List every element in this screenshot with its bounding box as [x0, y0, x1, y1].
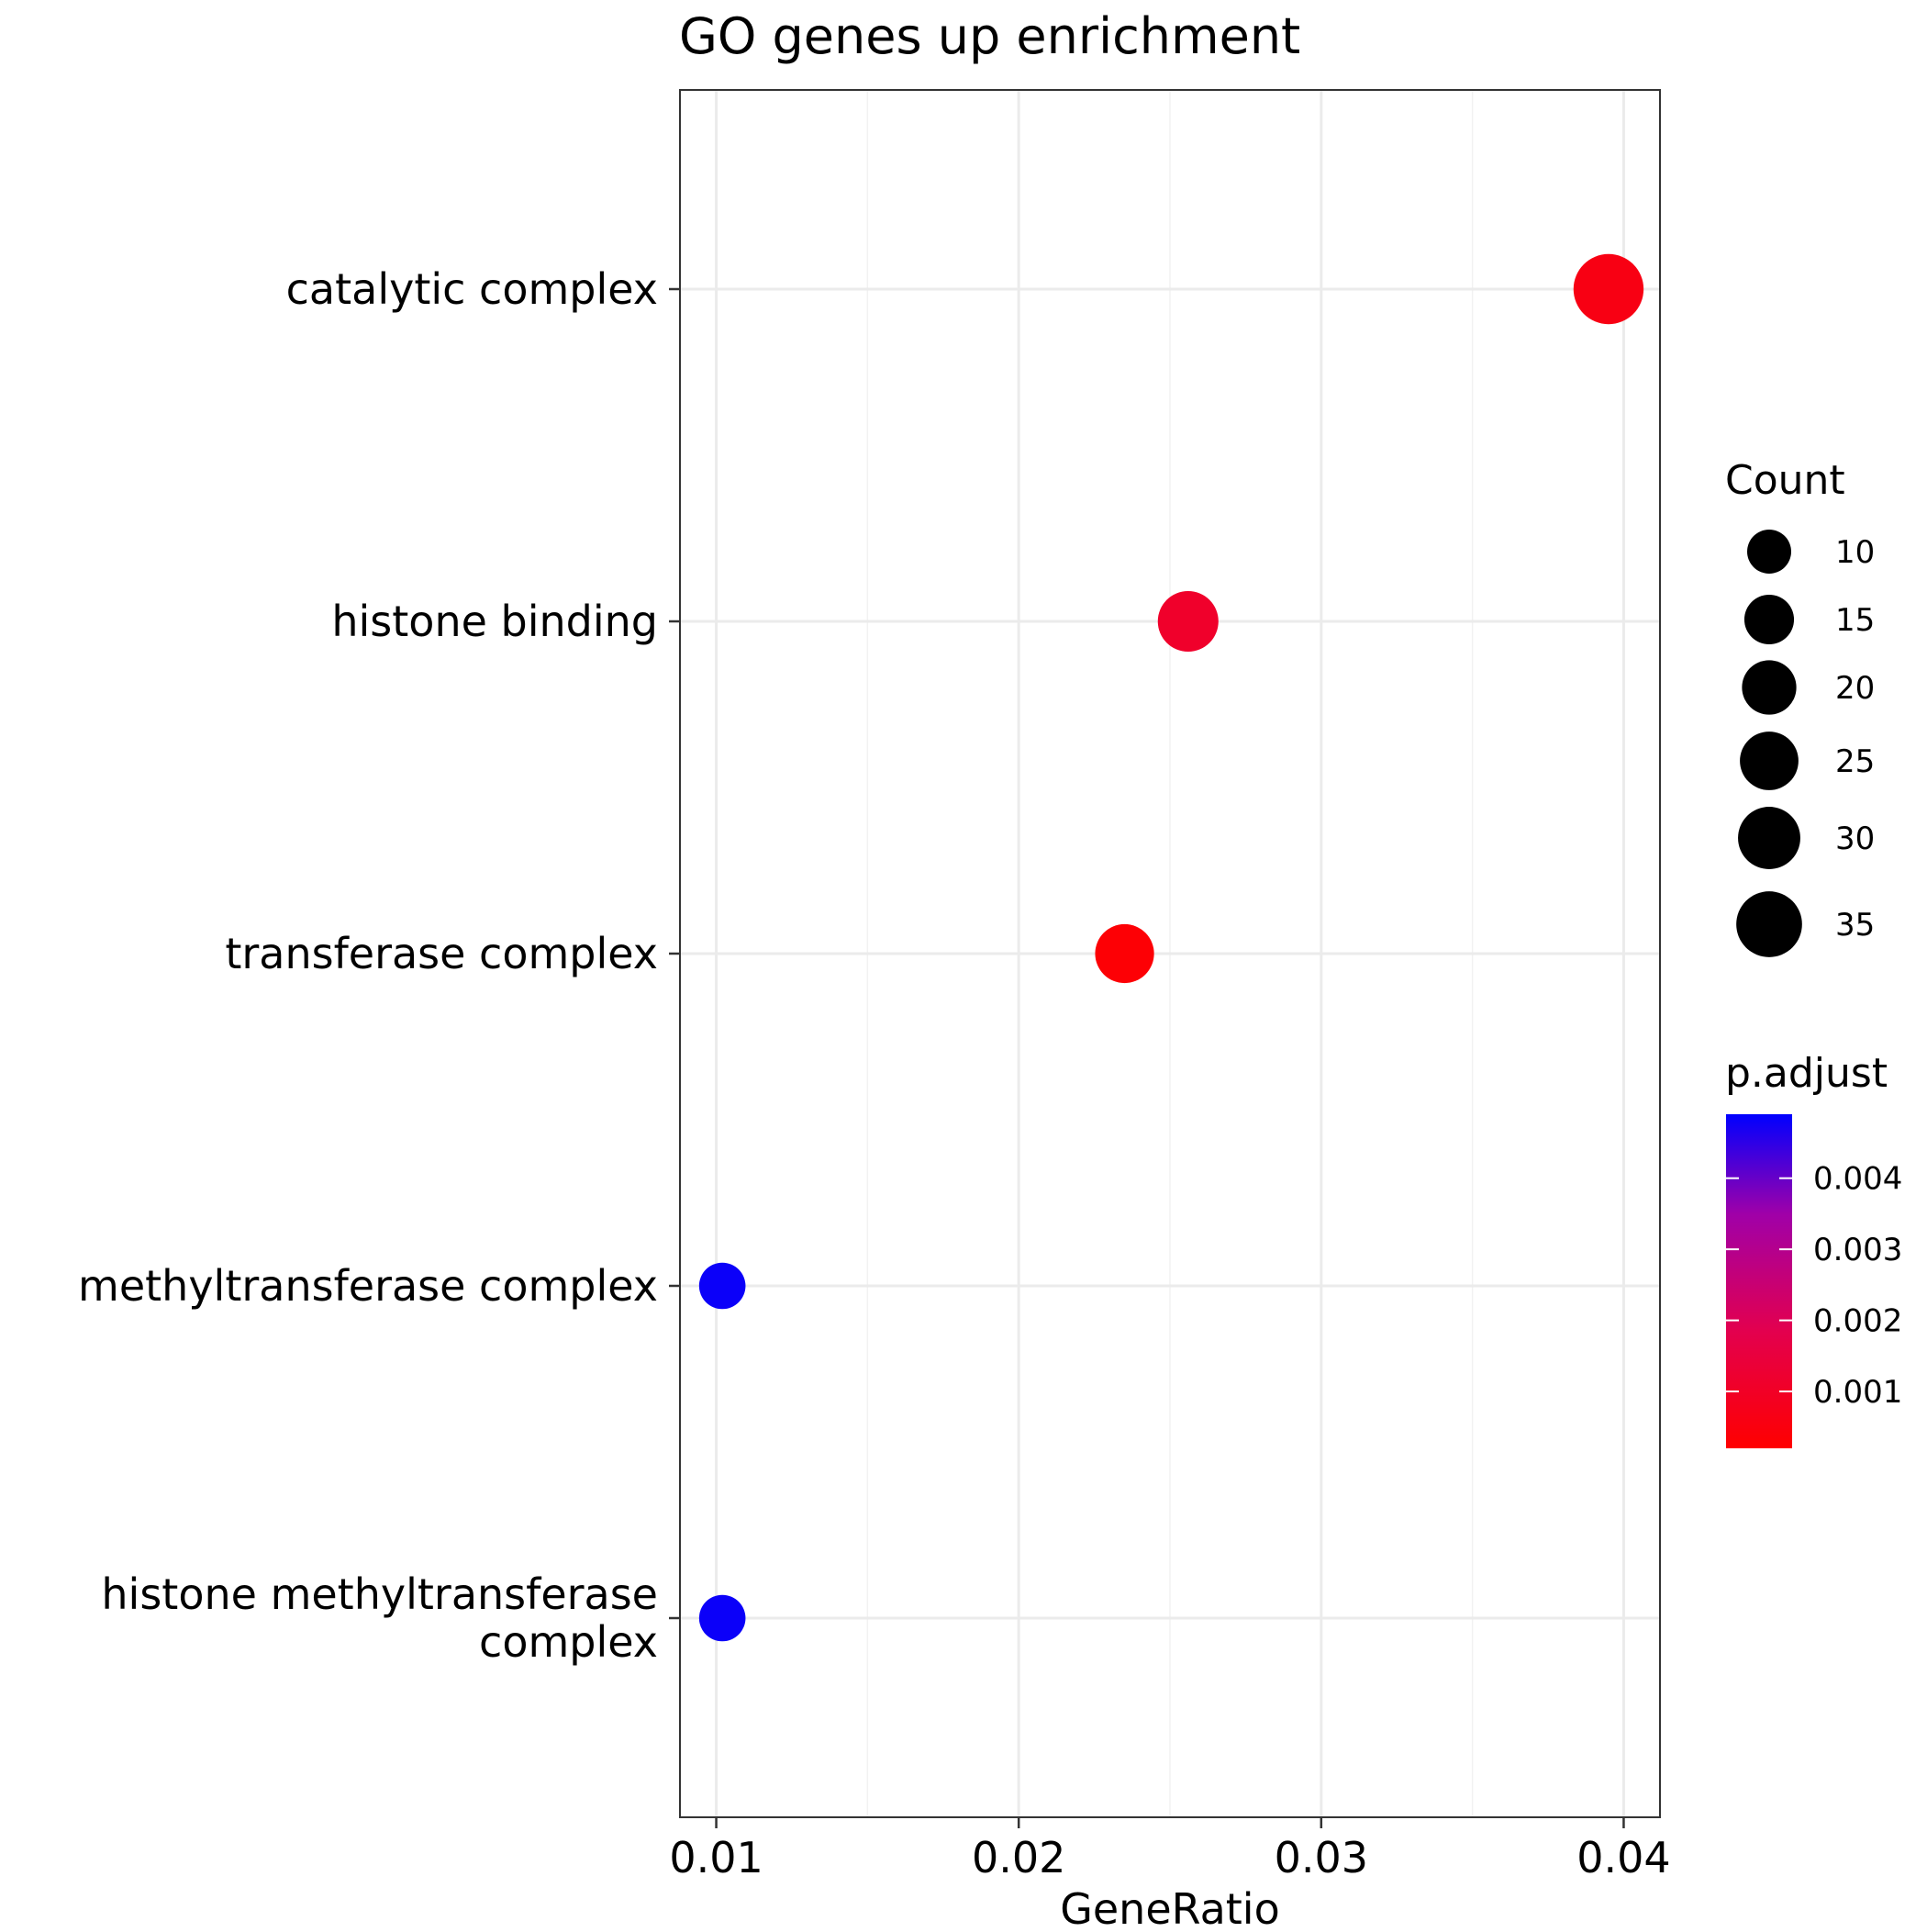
- y-tick-label: methyltransferase complex: [78, 1261, 658, 1311]
- x-axis-title: GeneRatio: [1060, 1884, 1280, 1927]
- data-point: [698, 1262, 746, 1310]
- size-legend-key: [1740, 731, 1799, 790]
- y-axis: catalytic complex histone binding transfer…: [78, 264, 680, 1667]
- y-tick-label: catalytic complex: [286, 264, 658, 314]
- size-legend-label: 35: [1835, 907, 1875, 944]
- size-legend-key: [1742, 660, 1797, 715]
- color-legend: p.adjust 0.001 0.002 0.003 0.004: [1725, 1050, 1902, 1448]
- size-legend-title: Count: [1725, 457, 1845, 504]
- data-points: [698, 253, 1644, 1642]
- color-legend-label: 0.003: [1813, 1232, 1902, 1268]
- color-legend-label: 0.001: [1813, 1374, 1902, 1411]
- y-tick-label: complex: [479, 1617, 658, 1667]
- size-legend-key: [1743, 594, 1795, 645]
- size-legend-label: 15: [1835, 602, 1875, 639]
- y-tick-label: histone binding: [331, 597, 658, 646]
- size-legend-label: 25: [1835, 743, 1875, 780]
- plot-panel-border: [679, 89, 1661, 1818]
- data-point: [1157, 590, 1219, 653]
- y-tick-label: transferase complex: [225, 929, 658, 978]
- size-legend-label: 20: [1835, 670, 1875, 707]
- x-tick-label: 0.04: [1576, 1833, 1670, 1882]
- data-point: [1095, 923, 1154, 984]
- size-legend-key: [1747, 530, 1791, 574]
- grid: [680, 90, 1660, 1817]
- color-legend-title: p.adjust: [1725, 1050, 1888, 1097]
- chart-title: GO genes up enrichment: [679, 7, 1300, 65]
- size-legend-label: 10: [1835, 534, 1875, 571]
- x-tick-label: 0.02: [972, 1833, 1065, 1882]
- color-bar: [1726, 1114, 1792, 1448]
- x-tick-label: 0.03: [1275, 1833, 1368, 1882]
- data-point: [698, 1594, 746, 1642]
- x-tick-label: 0.01: [669, 1833, 763, 1882]
- size-legend-label: 30: [1835, 821, 1875, 857]
- color-legend-label: 0.004: [1813, 1161, 1902, 1198]
- color-legend-label: 0.002: [1813, 1303, 1902, 1340]
- data-point: [1573, 253, 1644, 325]
- size-legend-key: [1738, 807, 1800, 869]
- size-legend: Count 10 15 20 25 30 35: [1725, 457, 1875, 957]
- size-legend-key: [1736, 891, 1802, 957]
- y-tick-label: histone methyltransferase: [101, 1569, 658, 1619]
- x-axis: 0.01 0.02 0.03 0.04: [669, 1817, 1671, 1882]
